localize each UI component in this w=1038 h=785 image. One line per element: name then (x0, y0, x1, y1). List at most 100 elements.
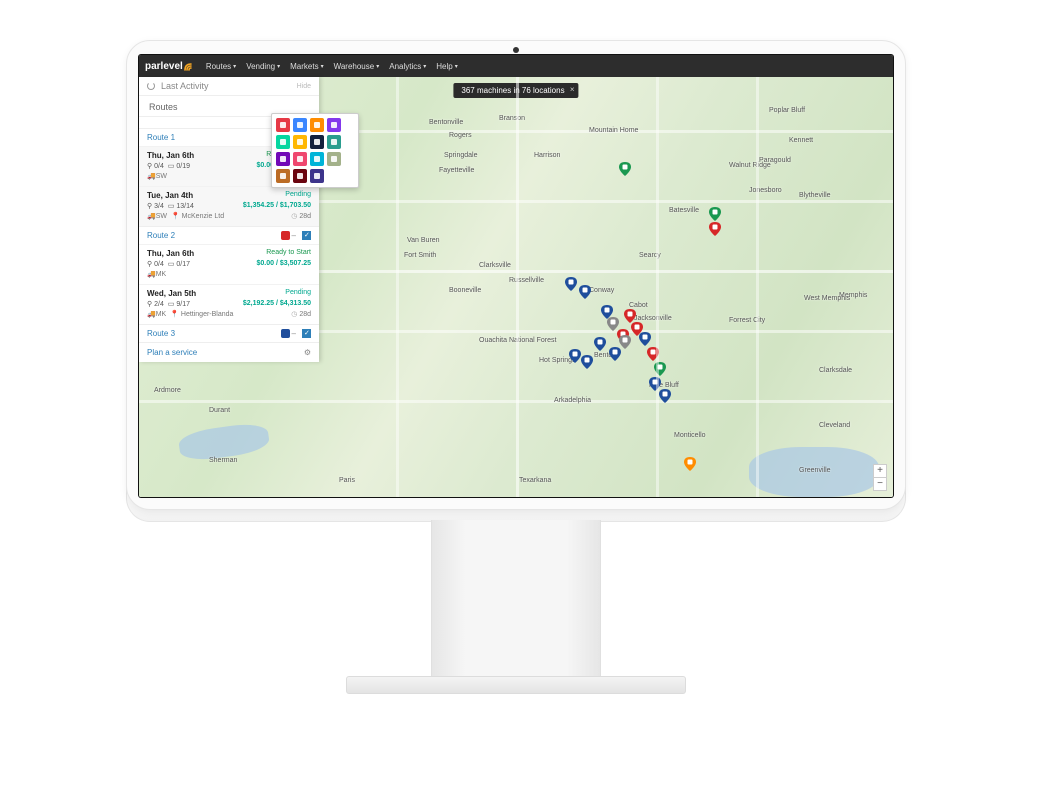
city-label: Mountain Home (589, 127, 638, 134)
map-pin[interactable] (659, 389, 671, 403)
city-label: Durant (209, 407, 230, 414)
zoom-in-button[interactable]: + (873, 464, 887, 478)
route-color-square[interactable] (281, 231, 290, 240)
nav-item-help[interactable]: Help▾ (436, 62, 457, 71)
nav-item-analytics[interactable]: Analytics▾ (389, 62, 426, 71)
city-label: Walnut Ridge (729, 162, 771, 169)
color-swatch[interactable] (327, 118, 341, 132)
entry-date: Thu, Jan 6th (147, 151, 194, 160)
signal-icon (184, 61, 196, 71)
route-title[interactable]: Route 3– (139, 324, 319, 342)
color-swatch[interactable] (310, 135, 324, 149)
brand-logo[interactable]: parlevel (145, 61, 196, 72)
truck-icon: 🚚 (147, 311, 156, 318)
color-swatch[interactable] (293, 152, 307, 166)
brand-name: parlevel (145, 61, 183, 72)
city-label: Searcy (639, 252, 661, 259)
city-label: Rogers (449, 132, 472, 139)
chevron-down-icon: ▾ (277, 63, 280, 70)
map-pin[interactable] (619, 335, 631, 349)
route-color-square[interactable] (281, 329, 290, 338)
color-swatch[interactable] (310, 118, 324, 132)
map-pin[interactable] (594, 337, 606, 351)
color-swatch[interactable] (293, 118, 307, 132)
city-label: Forrest City (729, 317, 765, 324)
entry-status: Pending (285, 191, 311, 200)
chevron-down-icon: ▾ (423, 63, 426, 70)
gear-icon[interactable]: ⚙ (304, 348, 311, 357)
color-swatch[interactable] (276, 135, 290, 149)
color-swatch[interactable] (293, 169, 307, 183)
clock-icon: ◷ (291, 213, 297, 220)
map-pin[interactable] (709, 222, 721, 236)
map-pin[interactable] (619, 162, 631, 176)
monitor-base (346, 676, 686, 694)
color-swatch[interactable] (327, 152, 341, 166)
entry-date: Tue, Jan 4th (147, 191, 193, 200)
entry-status: Pending (285, 289, 311, 298)
plan-service-footer[interactable]: Plan a service ⚙ (139, 342, 319, 362)
location-icon: ⚲ (147, 300, 152, 308)
monitor-bezel: parlevel Routes▾ Vending▾ Markets▾ Warehous… (126, 40, 906, 510)
route-checkbox[interactable] (302, 231, 311, 240)
map-pin[interactable] (569, 349, 581, 363)
color-swatch[interactable] (293, 135, 307, 149)
color-swatch[interactable] (327, 135, 341, 149)
close-icon[interactable]: × (570, 85, 575, 94)
city-label: Booneville (449, 287, 481, 294)
truck-icon: 🚚 (147, 213, 156, 220)
map-pin[interactable] (639, 332, 651, 346)
city-label: Cabot (629, 302, 648, 309)
city-label: Kennett (789, 137, 813, 144)
panel-hide-link[interactable]: Hide (297, 83, 311, 90)
city-label: Texarkana (519, 477, 551, 484)
route-entry[interactable]: Tue, Jan 4thPending⚲3/4 ▭13/14$1,354.25 … (139, 186, 319, 226)
map-pin[interactable] (647, 347, 659, 361)
map-pin[interactable] (607, 317, 619, 331)
map-pin-icon: 📍 (170, 311, 179, 318)
city-label: Jonesboro (749, 187, 782, 194)
color-swatch[interactable] (310, 152, 324, 166)
clock-icon: ◷ (291, 311, 297, 318)
chevron-down-icon: ▾ (455, 63, 458, 70)
refresh-icon[interactable] (147, 82, 155, 90)
route-entry[interactable]: Thu, Jan 6thReady to Start⚲0/4 ▭0/17$0.0… (139, 244, 319, 284)
route-entry[interactable]: Wed, Jan 5thPending⚲2/4 ▭9/17$2,192.25 /… (139, 284, 319, 324)
map-pin[interactable] (565, 277, 577, 291)
monitor-stand (431, 520, 601, 680)
app-screen: parlevel Routes▾ Vending▾ Markets▾ Warehous… (139, 55, 893, 497)
map-pin[interactable] (684, 457, 696, 471)
zoom-out-button[interactable]: − (873, 477, 887, 491)
nav-item-routes[interactable]: Routes▾ (206, 62, 236, 71)
entry-stats: ⚲0/4 ▭0/19 (147, 162, 190, 170)
location-icon: ⚲ (147, 202, 152, 210)
color-swatch[interactable] (276, 169, 290, 183)
route-title[interactable]: Route 2– (139, 226, 319, 244)
map-pin[interactable] (654, 362, 666, 376)
entry-date: Thu, Jan 6th (147, 249, 194, 258)
city-label: Clarksdale (819, 367, 852, 374)
city-label: Cleveland (819, 422, 850, 429)
route-checkbox[interactable] (302, 329, 311, 338)
color-swatch[interactable] (276, 118, 290, 132)
city-label: Greenville (799, 467, 831, 474)
entry-status: Ready to Start (266, 249, 311, 258)
nav-item-warehouse[interactable]: Warehouse▾ (334, 62, 380, 71)
map-pin[interactable] (609, 347, 621, 361)
nav-item-vending[interactable]: Vending▾ (246, 62, 280, 71)
map-zoom-controls: + − (873, 465, 887, 491)
map-pin[interactable] (709, 207, 721, 221)
city-label: Branson (499, 115, 525, 122)
map-pin[interactable] (579, 285, 591, 299)
color-swatch[interactable] (310, 169, 324, 183)
map-pin[interactable] (581, 355, 593, 369)
entry-stats: ⚲0/4 ▭0/17 (147, 260, 190, 268)
map-pin[interactable] (624, 309, 636, 323)
city-label: Arkadelphia (554, 397, 591, 404)
color-swatch[interactable] (276, 152, 290, 166)
monitor-mockup: parlevel Routes▾ Vending▾ Markets▾ Warehous… (126, 40, 906, 720)
entry-money: $1,354.25 / $1,703.50 (243, 202, 311, 210)
city-label: Harrison (534, 152, 560, 159)
nav-item-markets[interactable]: Markets▾ (290, 62, 323, 71)
city-label: Ouachita National Forest (479, 337, 556, 344)
